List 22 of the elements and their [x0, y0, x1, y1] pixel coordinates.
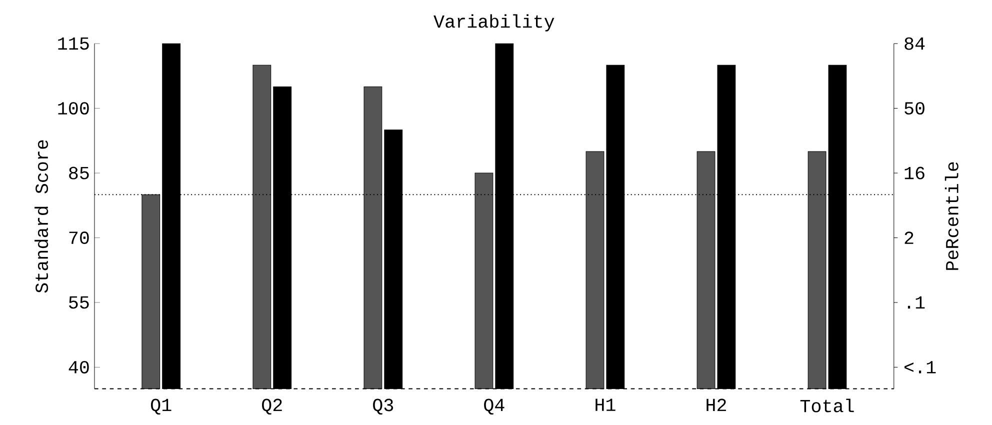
text: 50 [904, 102, 924, 114]
text: 2 [904, 232, 914, 244]
text: <.1 [904, 361, 936, 374]
y-axis-title: Standard Score [34, 140, 48, 293]
x-tick-label: Q4 [484, 398, 504, 414]
x-tick-label: H1 [596, 398, 616, 411]
x-tick-label: Total [800, 398, 854, 412]
y-tick-label: 55 [69, 296, 89, 309]
y-tick-label: 115 [58, 37, 89, 50]
y-tick-label: 100 [58, 102, 89, 114]
x-tick-label: Q3 [373, 398, 394, 414]
y2-axis-title: PeRcentile [944, 162, 958, 270]
x-tick-label: H2 [706, 398, 726, 411]
y-tick-label: 40 [68, 360, 89, 374]
x-tick-label: Q1 [150, 398, 172, 414]
y-tick-label: 85 [69, 166, 89, 180]
text: .1 [908, 296, 925, 308]
y-tick-label: 70 [69, 231, 89, 244]
text: 16 [904, 166, 924, 180]
chart-title: Variability [434, 14, 554, 32]
x-tick-label: Q2 [262, 398, 282, 414]
text: 84 [904, 37, 925, 50]
